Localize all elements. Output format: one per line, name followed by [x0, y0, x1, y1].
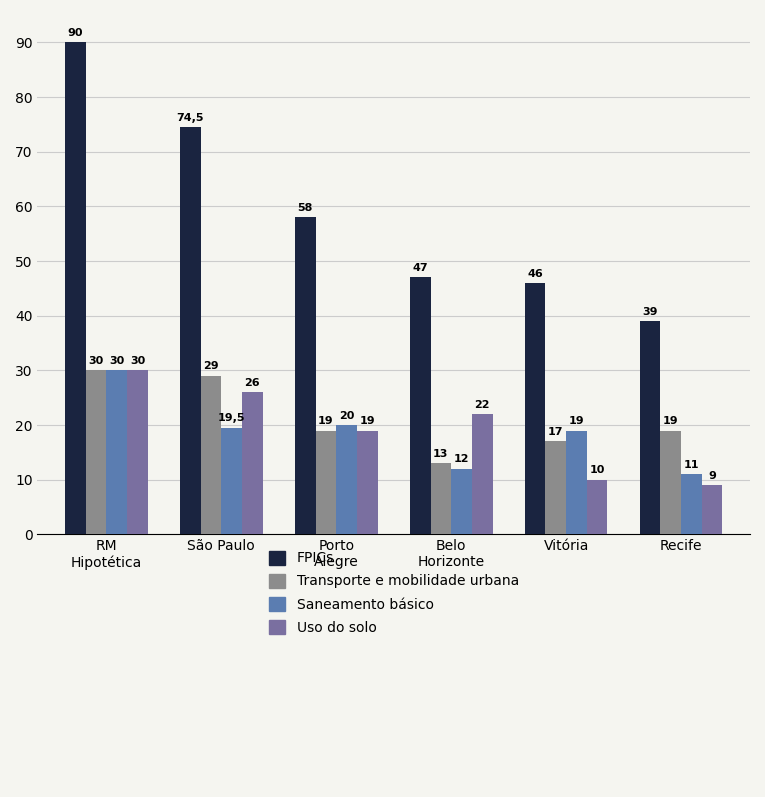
Bar — [587, 480, 607, 534]
Bar — [337, 425, 357, 534]
Bar — [221, 428, 242, 534]
Text: 19: 19 — [360, 416, 375, 426]
Text: 46: 46 — [527, 269, 543, 278]
Text: 29: 29 — [203, 362, 219, 371]
Bar — [65, 42, 86, 534]
Bar — [702, 485, 722, 534]
Text: 19: 19 — [318, 416, 334, 426]
Bar — [180, 127, 200, 534]
Text: 11: 11 — [684, 460, 699, 470]
Text: 58: 58 — [298, 203, 313, 213]
Text: 13: 13 — [433, 449, 448, 459]
Bar — [472, 414, 493, 534]
Text: 26: 26 — [245, 378, 260, 388]
Legend: FPICs, Transporte e mobilidade urbana, Saneamento básico, Uso do solo: FPICs, Transporte e mobilidade urbana, S… — [262, 544, 526, 642]
Bar — [681, 474, 702, 534]
Text: 30: 30 — [130, 356, 145, 366]
Bar — [86, 371, 106, 534]
Text: 20: 20 — [339, 410, 354, 421]
Text: 39: 39 — [643, 307, 658, 316]
Text: 17: 17 — [548, 427, 564, 437]
Text: 10: 10 — [590, 465, 605, 475]
Text: 12: 12 — [454, 454, 469, 465]
Bar — [640, 321, 660, 534]
Bar — [200, 376, 221, 534]
Bar — [525, 283, 545, 534]
Bar — [660, 430, 681, 534]
Text: 30: 30 — [89, 356, 104, 366]
Bar — [242, 392, 262, 534]
Bar — [316, 430, 337, 534]
Text: 30: 30 — [109, 356, 125, 366]
Bar — [566, 430, 587, 534]
Bar — [431, 463, 451, 534]
Text: 74,5: 74,5 — [177, 112, 204, 123]
Text: 19: 19 — [663, 416, 679, 426]
Bar — [127, 371, 148, 534]
Bar — [295, 218, 316, 534]
Bar — [410, 277, 431, 534]
Text: 90: 90 — [67, 28, 83, 38]
Text: 19,5: 19,5 — [218, 414, 246, 423]
Text: 47: 47 — [412, 263, 428, 273]
Bar — [106, 371, 127, 534]
Bar — [545, 442, 566, 534]
Text: 22: 22 — [474, 400, 490, 410]
Bar — [357, 430, 378, 534]
Text: 9: 9 — [708, 471, 716, 481]
Bar — [451, 469, 472, 534]
Text: 19: 19 — [568, 416, 584, 426]
